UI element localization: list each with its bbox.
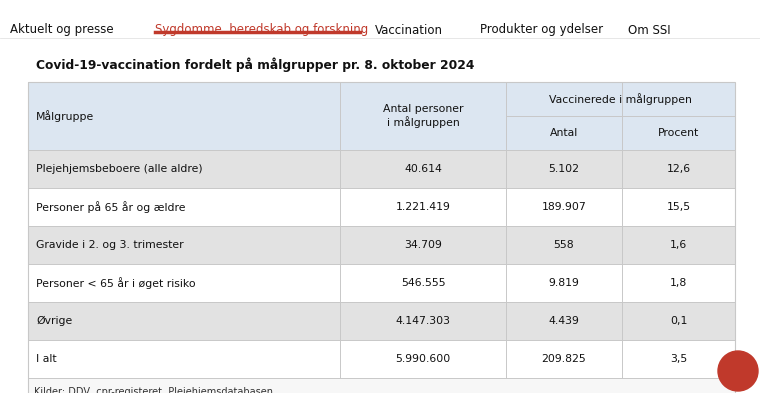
Text: 12,6: 12,6 [667, 164, 691, 174]
Text: 558: 558 [554, 240, 575, 250]
Text: Vaccination: Vaccination [375, 24, 443, 37]
Text: 1.221.419: 1.221.419 [395, 202, 451, 212]
Text: Gravide i 2. og 3. trimester: Gravide i 2. og 3. trimester [36, 240, 184, 250]
Text: 34.709: 34.709 [404, 240, 442, 250]
Text: 40.614: 40.614 [404, 164, 442, 174]
Bar [28, 378, 735, 393]
Bar [28, 150, 735, 188]
Text: 4.147.303: 4.147.303 [395, 316, 451, 326]
Text: 4.439: 4.439 [549, 316, 579, 326]
Bar [28, 340, 735, 378]
Text: 0,1: 0,1 [670, 316, 687, 326]
Bar [28, 82, 735, 393]
Bar [28, 226, 735, 264]
Text: Procent: Procent [658, 128, 699, 138]
Bar [28, 82, 735, 150]
Text: 9.819: 9.819 [549, 278, 579, 288]
Text: Personer < 65 år i øget risiko: Personer < 65 år i øget risiko [36, 277, 195, 289]
Text: Covid-19-vaccination fordelt på målgrupper pr. 8. oktober 2024: Covid-19-vaccination fordelt på målgrupp… [36, 58, 474, 72]
Text: Antal: Antal [550, 128, 578, 138]
Bar [28, 302, 735, 340]
Text: Antal personer
i målgruppen: Antal personer i målgruppen [383, 104, 464, 128]
Text: ∧: ∧ [733, 364, 743, 378]
Text: Produkter og ydelser: Produkter og ydelser [480, 24, 603, 37]
Circle shape [718, 351, 758, 391]
Text: Personer på 65 år og ældre: Personer på 65 år og ældre [36, 201, 185, 213]
Text: Aktuelt og presse: Aktuelt og presse [10, 24, 114, 37]
Text: 15,5: 15,5 [667, 202, 691, 212]
Text: 5.102: 5.102 [549, 164, 579, 174]
Text: Om SSI: Om SSI [628, 24, 670, 37]
Text: Kilder: DDV, cpr-registeret, Plejehjemsdatabasen.: Kilder: DDV, cpr-registeret, Plejehjemsd… [34, 387, 276, 393]
Text: Sygdomme, beredskab og forskning: Sygdomme, beredskab og forskning [155, 24, 369, 37]
Text: 3,5: 3,5 [670, 354, 687, 364]
Text: Plejehjemsbeboere (alle aldre): Plejehjemsbeboere (alle aldre) [36, 164, 203, 174]
Text: 1,6: 1,6 [670, 240, 687, 250]
Text: 189.907: 189.907 [542, 202, 587, 212]
Bar [28, 264, 735, 302]
Text: 546.555: 546.555 [401, 278, 445, 288]
Bar [28, 188, 735, 226]
Text: 1,8: 1,8 [670, 278, 687, 288]
Text: Vaccinerede i målgruppen: Vaccinerede i målgruppen [549, 93, 692, 105]
Text: 209.825: 209.825 [542, 354, 587, 364]
Text: Målgruppe: Målgruppe [36, 110, 94, 122]
Text: 5.990.600: 5.990.600 [395, 354, 451, 364]
Text: I alt: I alt [36, 354, 57, 364]
Text: Øvrige: Øvrige [36, 316, 72, 326]
